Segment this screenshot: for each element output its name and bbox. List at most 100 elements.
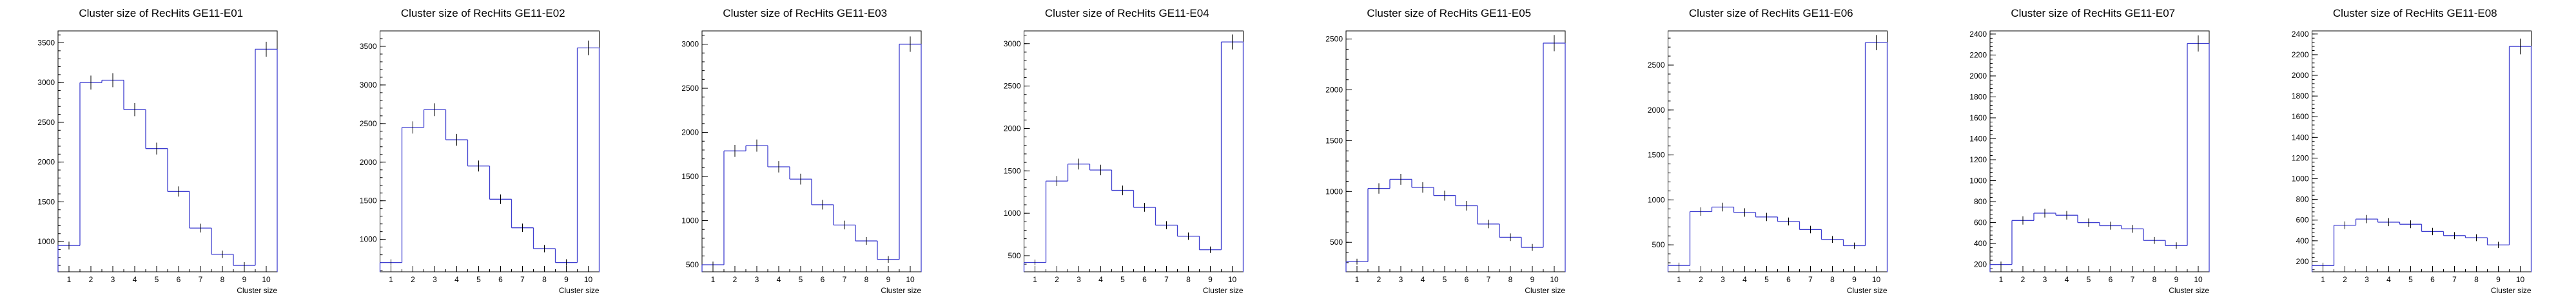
y-tick-label: 2500 [1648, 61, 1665, 70]
y-tick-label: 1500 [1648, 151, 1665, 160]
x-tick-label: 8 [2474, 275, 2479, 284]
x-tick-label: 8 [1186, 275, 1191, 284]
x-tick-label: 3 [433, 275, 437, 284]
plot-frame [1345, 30, 1566, 272]
x-axis-label: Cluster size [881, 286, 921, 295]
x-tick-label: 5 [1443, 275, 1447, 284]
x-tick-label: 10 [584, 275, 593, 284]
y-tick-label: 1200 [2292, 153, 2309, 162]
y-tick-label: 2200 [1969, 50, 1987, 59]
x-tick-label: 3 [1399, 275, 1403, 284]
chart-title: Cluster size of RecHits GE11-E07 [2011, 7, 2175, 19]
x-tick-label: 6 [821, 275, 825, 284]
x-tick-label: 5 [1764, 275, 1769, 284]
y-tick-label: 3000 [37, 78, 55, 87]
x-tick-label: 5 [799, 275, 803, 284]
y-tick-label: 2000 [681, 128, 699, 137]
y-tick-label: 3000 [681, 40, 699, 49]
y-tick-label: 2000 [2292, 71, 2309, 80]
x-tick-label: 8 [542, 275, 547, 284]
y-tick-label: 3500 [37, 39, 55, 48]
y-tick-label: 1500 [360, 196, 377, 205]
x-tick-label: 4 [133, 275, 137, 284]
histogram-panel: Cluster size of RecHits GE11-E01 1000 1500… [37, 7, 278, 295]
x-tick-label: 7 [1164, 275, 1169, 284]
x-tick-label: 8 [2152, 275, 2157, 284]
x-tick-label: 4 [777, 275, 781, 284]
y-tick-label: 2500 [360, 119, 377, 128]
x-tick-label: 5 [476, 275, 481, 284]
y-tick-label: 1200 [1969, 155, 1987, 164]
x-tick-label: 4 [2386, 275, 2391, 284]
x-tick-label: 5 [155, 275, 159, 284]
y-tick-label: 2500 [681, 84, 699, 93]
y-tick-label: 1500 [1004, 166, 1021, 175]
chart-title: Cluster size of RecHits GE11-E02 [401, 7, 565, 19]
x-axis-label: Cluster size [2491, 286, 2532, 295]
y-tick-label: 600 [1974, 218, 1987, 227]
x-tick-label: 2 [89, 275, 93, 284]
x-tick-label: 1 [389, 275, 393, 284]
x-tick-label: 8 [1508, 275, 1513, 284]
x-axis-label: Cluster size [2169, 286, 2209, 295]
y-tick-label: 200 [2296, 257, 2308, 266]
y-tick-label: 3500 [360, 42, 377, 51]
x-tick-label: 10 [1872, 275, 1881, 284]
x-tick-label: 2 [1377, 275, 1381, 284]
y-tick-label: 1000 [1648, 195, 1665, 204]
y-tick-label: 500 [1008, 251, 1020, 260]
x-tick-label: 9 [2174, 275, 2179, 284]
y-tick-label: 1800 [1969, 92, 1987, 101]
x-tick-label: 1 [2321, 275, 2325, 284]
histogram-panel: Cluster size of RecHits GE11-E04 500 1000 1… [1004, 7, 1244, 295]
x-tick-label: 9 [242, 275, 247, 284]
x-tick-label: 7 [2131, 275, 2135, 284]
x-axis-label: Cluster size [1847, 286, 1888, 295]
x-tick-label: 10 [262, 275, 271, 284]
x-tick-label: 2 [1055, 275, 1059, 284]
plot-frame [1668, 30, 1888, 272]
x-tick-label: 9 [886, 275, 891, 284]
y-tick-label: 1000 [1004, 209, 1021, 218]
x-tick-label: 10 [1550, 275, 1559, 284]
y-tick-label: 1400 [2292, 133, 2309, 142]
y-tick-label: 400 [1974, 239, 1987, 248]
y-tick-label: 1600 [2292, 112, 2309, 121]
histogram-panel: Cluster size of RecHits GE11-E06 500 1000 1… [1648, 7, 1888, 295]
x-tick-label: 10 [2516, 275, 2525, 284]
y-tick-label: 1000 [681, 216, 699, 225]
y-tick-label: 800 [2296, 195, 2308, 204]
y-tick-label: 1000 [2292, 175, 2309, 184]
y-tick-label: 500 [1330, 238, 1343, 247]
x-tick-label: 3 [755, 275, 759, 284]
x-tick-label: 6 [1142, 275, 1147, 284]
chart-title: Cluster size of RecHits GE11-E05 [1367, 7, 1531, 19]
y-tick-label: 1000 [37, 237, 55, 246]
x-tick-label: 7 [2452, 275, 2457, 284]
chart-title: Cluster size of RecHits GE11-E06 [1689, 7, 1853, 19]
x-tick-label: 1 [1999, 275, 2004, 284]
x-tick-label: 4 [2065, 275, 2069, 284]
x-tick-label: 1 [711, 275, 716, 284]
x-tick-label: 5 [1120, 275, 1125, 284]
x-tick-label: 3 [2365, 275, 2369, 284]
x-tick-label: 8 [1830, 275, 1835, 284]
x-tick-label: 8 [864, 275, 869, 284]
x-tick-label: 2 [1699, 275, 1703, 284]
y-tick-label: 400 [2296, 236, 2308, 245]
histogram-panel: Cluster size of RecHits GE11-E05 500 1000 1… [1325, 7, 1566, 295]
y-tick-label: 500 [686, 260, 699, 269]
y-tick-label: 2200 [2292, 50, 2309, 59]
y-tick-label: 500 [1652, 240, 1664, 249]
y-tick-label: 2500 [1325, 35, 1343, 44]
plot-frame [1989, 30, 2210, 272]
x-tick-label: 7 [1808, 275, 1813, 284]
x-tick-label: 7 [520, 275, 525, 284]
x-tick-label: 7 [199, 275, 203, 284]
x-tick-label: 1 [1033, 275, 1037, 284]
x-tick-label: 7 [843, 275, 847, 284]
y-tick-label: 1000 [360, 235, 377, 244]
y-tick-label: 2500 [37, 118, 55, 127]
x-tick-label: 4 [1098, 275, 1103, 284]
